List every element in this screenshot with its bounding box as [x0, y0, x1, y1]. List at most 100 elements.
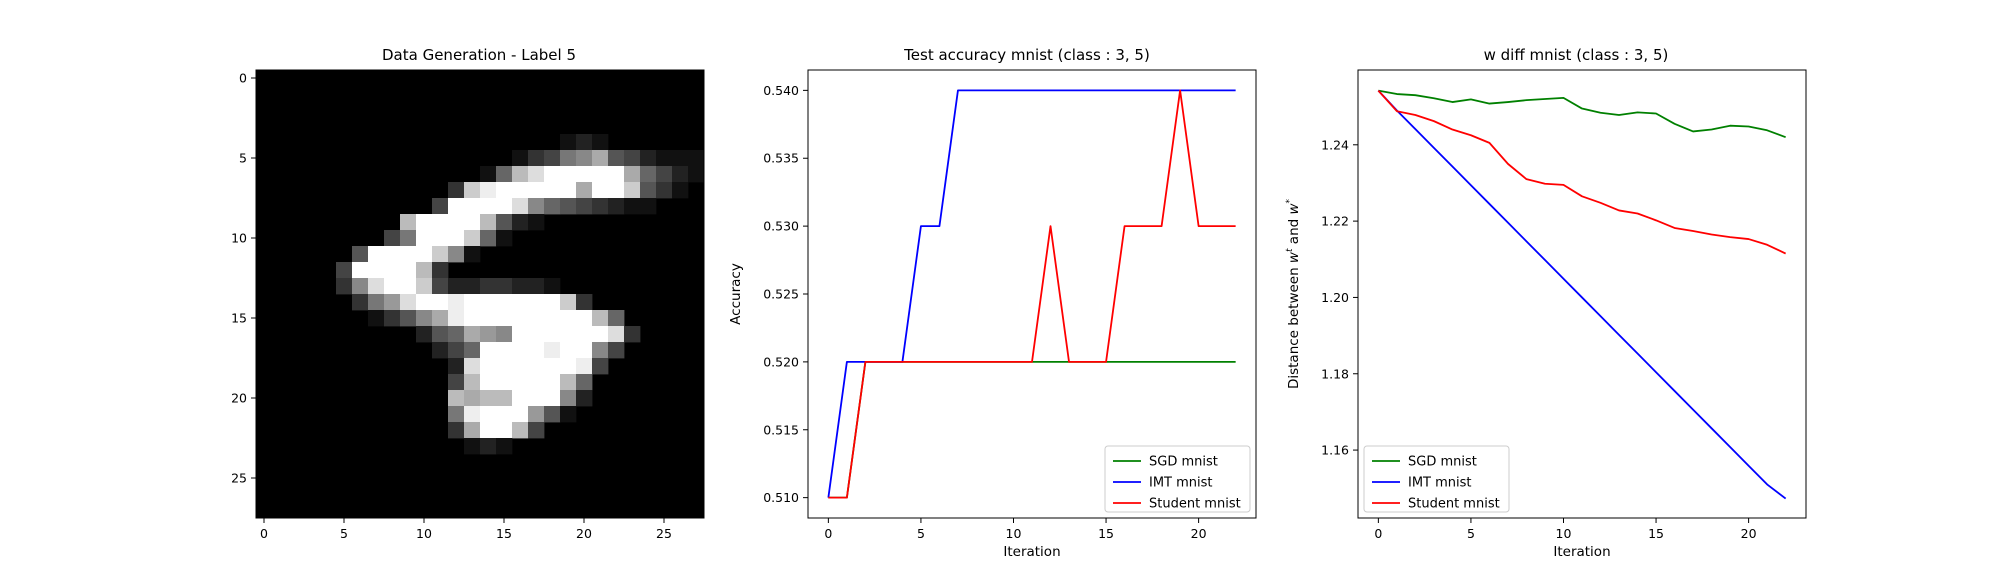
- image-pixel: [576, 342, 593, 359]
- image-pixel: [544, 406, 561, 423]
- image-pixel: [496, 278, 513, 295]
- image-pixel: [592, 166, 609, 183]
- image-pixel: [448, 230, 465, 247]
- image-pixel: [384, 230, 401, 247]
- image-pixel: [544, 278, 561, 295]
- image-pixel: [512, 326, 529, 343]
- image-pixel: [368, 310, 385, 327]
- image-pixel: [336, 262, 353, 279]
- image-pixel: [480, 278, 497, 295]
- image-pixel: [512, 166, 529, 183]
- image-pixel: [528, 182, 545, 199]
- image-pixel: [480, 198, 497, 215]
- image-pixel: [528, 406, 545, 423]
- image-pixel: [448, 342, 465, 359]
- accuracy-x-tick-label: 0: [824, 526, 832, 541]
- image-pixel: [528, 294, 545, 311]
- image-y-tick-label: 25: [231, 471, 247, 486]
- image-pixel: [368, 278, 385, 295]
- image-pixel: [448, 246, 465, 263]
- image-pixel: [432, 326, 449, 343]
- image-pixel: [672, 182, 689, 199]
- image-pixel: [384, 294, 401, 311]
- image-y-tick-label: 20: [231, 391, 247, 406]
- image-pixel: [544, 390, 561, 407]
- image-pixel: [448, 406, 465, 423]
- image-pixel: [496, 230, 513, 247]
- wdiff-x-tick-label: 15: [1648, 526, 1664, 541]
- image-pixel: [544, 150, 561, 167]
- image-pixel: [512, 182, 529, 199]
- image-pixel: [592, 310, 609, 327]
- image-pixel: [448, 182, 465, 199]
- image-pixel: [496, 198, 513, 215]
- image-pixel: [400, 246, 417, 263]
- image-pixel: [688, 150, 705, 167]
- image-x-tick-label: 0: [260, 526, 268, 541]
- wdiff-x-tick-label: 20: [1741, 526, 1757, 541]
- image-pixel: [384, 262, 401, 279]
- image-pixel: [432, 342, 449, 359]
- image-pixel: [512, 374, 529, 391]
- image-pixel: [608, 150, 625, 167]
- image-pixel: [432, 246, 449, 263]
- image-pixel: [464, 246, 481, 263]
- image-pixel: [448, 278, 465, 295]
- image-pixel: [464, 278, 481, 295]
- image-pixel: [448, 326, 465, 343]
- image-pixel: [416, 262, 433, 279]
- accuracy-y-tick-label: 0.515: [763, 422, 799, 437]
- image-pixel: [480, 310, 497, 327]
- image-pixel: [512, 406, 529, 423]
- image-pixel: [480, 230, 497, 247]
- image-pixel: [528, 342, 545, 359]
- image-pixel: [464, 358, 481, 375]
- image-pixel: [544, 182, 561, 199]
- image-pixel: [496, 390, 513, 407]
- accuracy-ylabel: Accuracy: [728, 263, 744, 325]
- image-pixel: [528, 422, 545, 439]
- image-pixel: [544, 166, 561, 183]
- image-pixel: [432, 310, 449, 327]
- image-pixel: [624, 182, 641, 199]
- image-pixel: [560, 166, 577, 183]
- accuracy-lines: [827, 89, 1236, 499]
- image-pixel: [560, 342, 577, 359]
- image-pixel: [480, 342, 497, 359]
- wdiff-y-tick-label: 1.22: [1321, 214, 1349, 229]
- wdiff-legend-label: SGD mnist: [1408, 455, 1477, 470]
- image-pixel: [496, 294, 513, 311]
- image-cells: [256, 70, 705, 518]
- image-pixel: [448, 422, 465, 439]
- image-pixel: [464, 326, 481, 343]
- wdiff-legend-box: [1363, 445, 1510, 513]
- wdiff-series-line: [1377, 90, 1787, 255]
- accuracy-legend-label: IMT mnist: [1149, 476, 1213, 491]
- image-pixel: [592, 150, 609, 167]
- image-pixel: [448, 310, 465, 327]
- image-pixel: [512, 310, 529, 327]
- wdiff-y-tick-label: 1.24: [1321, 137, 1349, 152]
- image-pixel: [512, 358, 529, 375]
- image-pixel: [432, 230, 449, 247]
- image-pixel: [352, 262, 369, 279]
- image-pixel: [368, 294, 385, 311]
- image-pixel: [416, 278, 433, 295]
- image-pixel: [624, 326, 641, 343]
- image-pixel: [384, 246, 401, 263]
- wdiff-x-tick-label: 10: [1556, 526, 1572, 541]
- image-pixel: [528, 166, 545, 183]
- image-pixel: [448, 374, 465, 391]
- accuracy-y-tick-label: 0.535: [763, 151, 799, 166]
- image-pixel: [496, 214, 513, 231]
- image-pixel: [480, 214, 497, 231]
- image-pixel: [448, 358, 465, 375]
- image-x-tick-label: 20: [576, 526, 592, 541]
- image-pixel: [480, 390, 497, 407]
- image-pixel: [624, 166, 641, 183]
- image-pixel: [576, 150, 593, 167]
- image-pixel: [480, 358, 497, 375]
- image-pixel: [464, 374, 481, 391]
- image-pixel: [512, 422, 529, 439]
